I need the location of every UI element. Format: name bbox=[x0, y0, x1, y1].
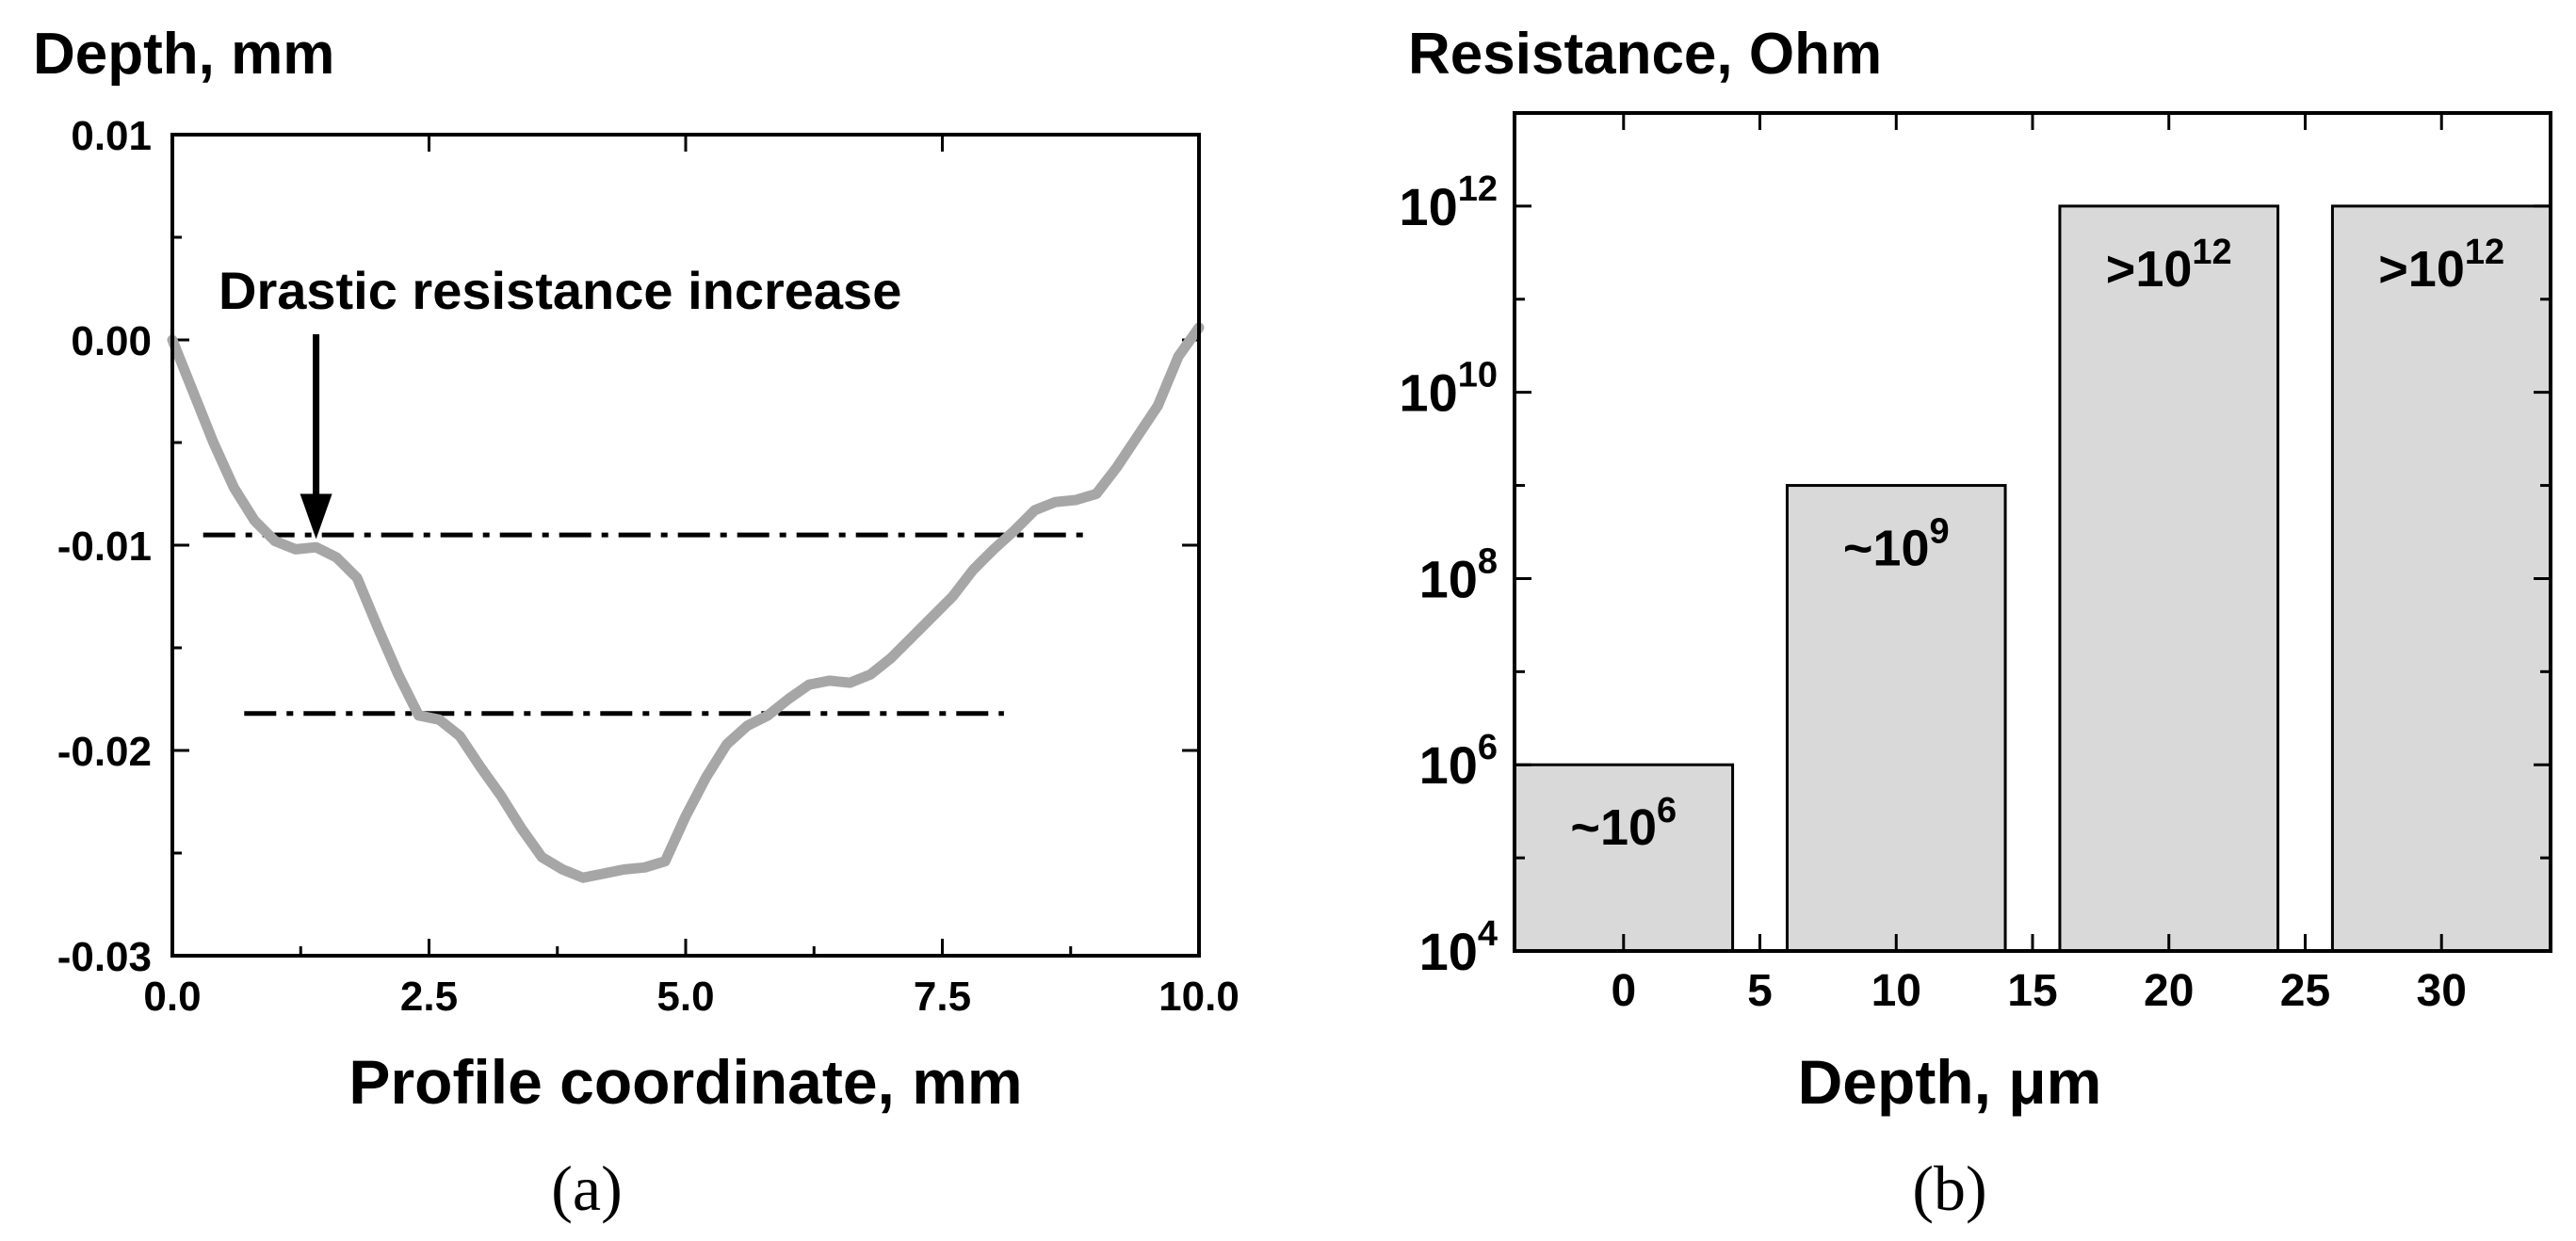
bar bbox=[2058, 204, 2280, 953]
y-tick-label: -0.01 bbox=[57, 524, 152, 570]
panel-a-series bbox=[167, 322, 1205, 883]
y-tick-label: 0.01 bbox=[71, 113, 152, 159]
bar-value-label: >1012 bbox=[2378, 233, 2504, 298]
x-tick-label: 5 bbox=[1747, 966, 1773, 1016]
panel-b-bars: ~106~109>1012 >1012 bbox=[1513, 204, 2552, 953]
y-tick-exponent: 8 bbox=[1478, 541, 1498, 581]
bar-label-exponent: 12 bbox=[2465, 233, 2504, 272]
x-tick-label: 0.0 bbox=[143, 974, 201, 1020]
y-tick-label: 106 bbox=[1419, 728, 1498, 795]
y-tick-label: 104 bbox=[1419, 914, 1498, 981]
panel-b-title: Resistance, Ohm bbox=[1408, 22, 1882, 87]
panel-a-title: Depth, mm bbox=[33, 22, 334, 87]
y-tick-base: 10 bbox=[1399, 177, 1457, 236]
x-tick-label: 20 bbox=[2144, 966, 2194, 1016]
panel-b-resistance-bar-chart: Resistance, Ohm ~106~109>1012 >1012 0 5 10 1… bbox=[1399, 22, 2552, 1224]
panel-a-plot-frame bbox=[170, 133, 1201, 958]
bar bbox=[1513, 763, 1735, 953]
bar-label-exponent: 6 bbox=[1657, 791, 1677, 830]
bar-label-prefix: ~10 bbox=[1570, 799, 1657, 856]
bar bbox=[2330, 204, 2552, 953]
y-tick-base: 10 bbox=[1419, 549, 1478, 608]
panel-a-label: (a) bbox=[551, 1152, 622, 1224]
bar-value-label: ~109 bbox=[1843, 512, 1950, 577]
panel-b-plot-frame bbox=[1513, 111, 2552, 953]
y-tick-label: 1010 bbox=[1399, 356, 1498, 423]
x-tick-label: 5.0 bbox=[656, 974, 714, 1020]
y-tick-base: 10 bbox=[1419, 735, 1478, 795]
panel-b-x-axis-label: Depth, μm bbox=[1798, 1047, 2102, 1117]
annotation-text: Drastic resistance increase bbox=[219, 261, 901, 320]
bar-label-exponent: 12 bbox=[2192, 233, 2231, 272]
panel-a-depth-profile-chart: Depth, mm 0.0 2.5 5.0 7.5 10.0 0.01 0.00 -0.01 -… bbox=[33, 22, 1239, 1224]
panel-a-ticks: 0.0 2.5 5.0 7.5 10.0 0.01 0.00 -0.01 -0.02 -0.03 bbox=[57, 113, 1239, 1020]
panel-a-reference-lines bbox=[203, 532, 1087, 717]
x-tick-label: 0 bbox=[1611, 966, 1636, 1016]
x-tick-label: 25 bbox=[2280, 966, 2330, 1016]
panel-a-annotation: Drastic resistance increase bbox=[219, 261, 901, 540]
bar-value-label: ~106 bbox=[1570, 791, 1677, 856]
y-tick-label: -0.03 bbox=[57, 934, 152, 980]
panel-a-x-axis-label: Profile coordinate, mm bbox=[348, 1047, 1022, 1117]
panel-b-label: (b) bbox=[1912, 1152, 1986, 1224]
bar bbox=[1785, 484, 2007, 953]
y-tick-label: 0.00 bbox=[71, 318, 152, 364]
bar-label-prefix: >10 bbox=[2378, 241, 2465, 298]
x-tick-label: 7.5 bbox=[914, 974, 971, 1020]
bar-label-prefix: >10 bbox=[2106, 241, 2193, 298]
y-tick-exponent: 10 bbox=[1458, 356, 1498, 395]
x-tick-label: 30 bbox=[2417, 966, 2467, 1016]
x-tick-label: 15 bbox=[2007, 966, 2057, 1016]
y-tick-base: 10 bbox=[1399, 363, 1457, 423]
y-tick-exponent: 12 bbox=[1458, 169, 1498, 209]
y-tick-label: 1012 bbox=[1399, 169, 1498, 236]
y-tick-base: 10 bbox=[1419, 922, 1478, 981]
x-tick-label: 2.5 bbox=[400, 974, 458, 1020]
bar-label-exponent: 9 bbox=[1929, 512, 1949, 552]
arrow-head bbox=[300, 493, 332, 540]
y-tick-label: 108 bbox=[1419, 541, 1498, 608]
x-tick-label: 10.0 bbox=[1158, 974, 1239, 1020]
x-tick-label: 10 bbox=[1871, 966, 1921, 1016]
profile-line bbox=[167, 322, 1205, 883]
bar-value-label: >1012 bbox=[2106, 233, 2232, 298]
y-tick-label: -0.02 bbox=[57, 729, 152, 775]
y-tick-exponent: 6 bbox=[1478, 728, 1498, 767]
annotation-arrow-icon bbox=[300, 334, 332, 540]
y-tick-exponent: 4 bbox=[1478, 914, 1498, 954]
bar-label-prefix: ~10 bbox=[1843, 521, 1930, 577]
